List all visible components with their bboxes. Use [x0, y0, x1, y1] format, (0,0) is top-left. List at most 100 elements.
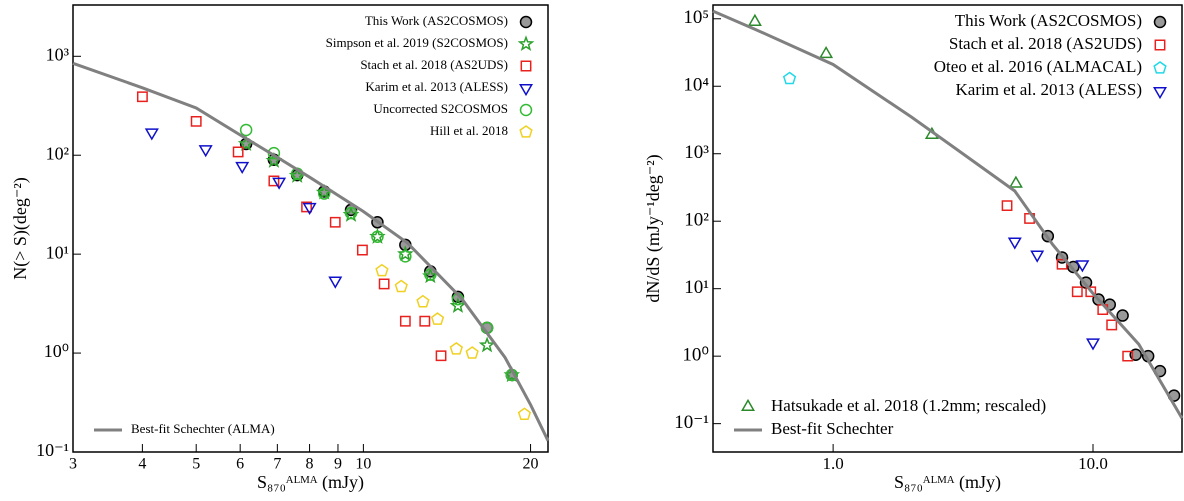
data-point	[747, 13, 762, 26]
data-point	[505, 368, 519, 382]
legend-marker	[1154, 39, 1166, 51]
data-point	[419, 315, 431, 327]
legend-marker	[519, 125, 533, 138]
data-point	[430, 312, 445, 325]
legend-marker	[519, 103, 533, 117]
data-point	[1116, 309, 1129, 322]
legend-label: Karim et al. 2013 (ALESS)	[956, 80, 1143, 99]
plot-frame	[712, 4, 1183, 453]
legend-label: Best-fit Schechter	[771, 419, 894, 438]
data-point	[329, 216, 341, 228]
data-point	[378, 278, 390, 290]
x-axis-label: S₈₇₀ᴬᴸᴹᴬ (mJy)	[894, 472, 1001, 493]
data-point	[268, 175, 280, 187]
x-tick-label: 10.0	[1078, 454, 1108, 473]
data-point	[317, 187, 331, 200]
data-point	[239, 123, 253, 137]
data-point	[1122, 350, 1134, 362]
data-point	[449, 297, 467, 313]
legend-marker	[517, 35, 535, 52]
data-point	[235, 161, 250, 175]
y-tick-label: 10¹	[46, 242, 69, 262]
legend-label: Simpson et al. 2019 (S2COSMOS)	[326, 35, 508, 50]
legend-label: Best-fit Schechter (ALMA)	[131, 421, 275, 436]
data-point	[272, 177, 287, 190]
data-point	[465, 346, 479, 359]
data-point	[136, 91, 148, 103]
legend-label: This Work (AS2COSMOS)	[365, 13, 508, 28]
legend-label: Uncorrected S2COSMOS	[373, 101, 508, 116]
y-tick-label: 10¹	[684, 277, 709, 298]
data-point	[480, 321, 494, 334]
x-tick-label: 20	[523, 456, 539, 473]
data-point	[328, 276, 343, 289]
data-point	[144, 128, 159, 141]
y-tick-label: 10⁵	[683, 7, 709, 28]
data-point	[449, 341, 463, 355]
data-point	[198, 145, 213, 158]
data-point	[267, 146, 281, 160]
legend-marker	[741, 398, 755, 412]
y-tick-label: 10⁴	[683, 75, 709, 96]
legend-marker	[519, 15, 533, 29]
legend-label: Hill et al. 2018	[430, 123, 508, 138]
plot-frame	[72, 4, 549, 453]
data-point	[375, 263, 389, 277]
x-tick-label: 8	[306, 456, 314, 473]
data-point	[399, 250, 412, 263]
data-point	[302, 202, 317, 215]
x-tick-label: 3	[69, 456, 77, 473]
legend-label: Hatsukade et al. 2018 (1.2mm; rescaled)	[771, 396, 1046, 415]
legend-label: Karim et al. 2013 (ALESS)	[365, 79, 508, 94]
legend-marker	[1153, 15, 1167, 29]
x-tick-label: 1.0	[822, 454, 843, 473]
data-point	[394, 279, 408, 293]
y-axis-label: N(> S)(deg⁻²)	[10, 177, 31, 280]
legend-marker	[519, 83, 533, 97]
data-point	[399, 315, 411, 327]
y-tick-label: 10⁰	[682, 345, 709, 366]
y-tick-label: 10³	[46, 44, 70, 64]
data-point	[344, 206, 358, 220]
data-point	[301, 201, 312, 213]
data-point	[371, 230, 384, 243]
data-point	[397, 245, 414, 262]
data-point	[1075, 260, 1090, 273]
data-point	[232, 146, 244, 158]
fit-curve	[72, 61, 550, 442]
legend-marker	[1153, 61, 1167, 74]
x-tick-label: 6	[236, 456, 244, 473]
legend-marker	[1153, 86, 1167, 100]
data-point	[1086, 338, 1100, 351]
y-tick-label: 10⁻¹	[36, 440, 69, 460]
legend-label: Stach et al. 2018 (AS2UDS)	[949, 34, 1142, 53]
x-tick-label: 10	[355, 456, 371, 473]
data-point	[517, 407, 532, 421]
x-tick-label: 4	[138, 456, 146, 473]
data-point	[1007, 237, 1022, 250]
x-axis-label: S₈₇₀ᴬᴸᴹᴬ (mJy)	[257, 472, 364, 493]
data-point	[416, 294, 430, 308]
y-tick-label: 10³	[684, 142, 709, 163]
data-point	[819, 45, 834, 59]
data-point	[424, 268, 437, 281]
data-point	[356, 244, 368, 256]
y-tick-label: 10⁻¹	[674, 412, 709, 433]
data-point	[1008, 175, 1023, 188]
data-point	[1001, 200, 1013, 212]
fit-curve	[712, 9, 1184, 420]
data-point	[478, 336, 496, 353]
y-tick-label: 10⁰	[44, 341, 69, 361]
legend-marker	[520, 60, 532, 72]
x-tick-label: 9	[334, 456, 342, 473]
data-point	[435, 350, 447, 362]
data-point	[1106, 319, 1118, 331]
y-tick-label: 10²	[684, 210, 709, 231]
data-point	[1030, 250, 1045, 263]
data-point	[1071, 286, 1083, 298]
y-axis-label: dN/dS (mJy⁻¹deg⁻²)	[643, 154, 664, 302]
x-tick-label: 7	[273, 456, 281, 473]
y-tick-label: 10²	[46, 143, 69, 163]
data-point	[190, 115, 202, 127]
